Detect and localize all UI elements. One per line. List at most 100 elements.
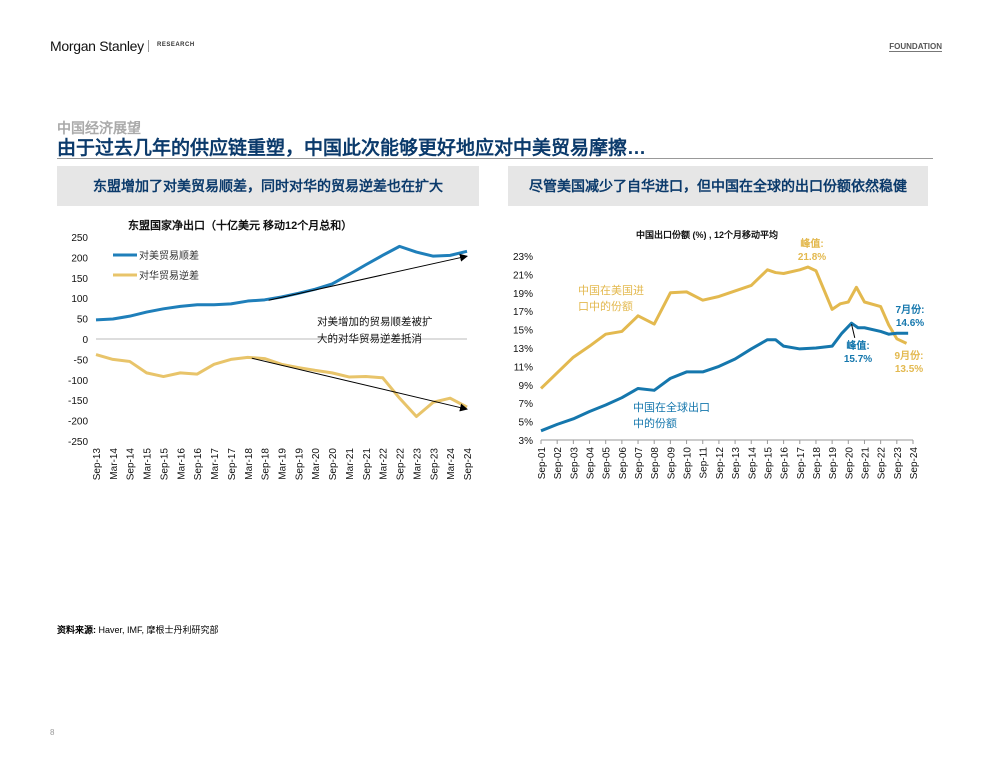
y-tick-label: 23% xyxy=(513,252,533,263)
trend-arrow xyxy=(268,253,468,301)
x-tick-label: Mar-22 xyxy=(379,448,390,480)
x-tick-label: Sep-01 xyxy=(537,447,548,480)
x-tick-label: Sep-24 xyxy=(909,447,920,480)
y-tick-label: -100 xyxy=(68,376,88,387)
x-tick-label: Mar-19 xyxy=(278,448,289,480)
x-tick-label: Sep-09 xyxy=(666,447,677,480)
y-tick-label: 50 xyxy=(77,315,89,326)
page-title: 由于过去几年的供应链重塑，中国此次能够更好地应对中美贸易摩擦… xyxy=(57,138,647,159)
y-tick-label: -150 xyxy=(68,396,88,407)
y-tick-label: 100 xyxy=(71,294,88,305)
logo-divider xyxy=(148,40,149,52)
y-tick-label: -250 xyxy=(68,437,88,448)
x-tick-label: Sep-13 xyxy=(731,447,742,480)
y-tick-label: 21% xyxy=(513,270,533,281)
x-tick-label: Sep-16 xyxy=(193,448,204,481)
x-tick-label: Sep-04 xyxy=(586,447,597,480)
x-tick-label: Sep-22 xyxy=(877,447,888,480)
x-tick-label: Sep-21 xyxy=(362,448,373,481)
y-tick-label: 200 xyxy=(71,253,88,264)
y-tick-label: 9% xyxy=(519,381,534,392)
y-tick-label: 11% xyxy=(514,362,533,373)
y-tick-label: -50 xyxy=(74,355,89,366)
x-tick-label: Mar-18 xyxy=(244,448,255,480)
left-banner: 东盟增加了对美贸易顺差，同时对华的贸易逆差也在扩大 xyxy=(57,166,479,206)
us-share-label: 中国在美国进 xyxy=(578,284,644,297)
chart-title: 东盟国家净出口（十亿美元 移动12个月总和） xyxy=(128,218,352,232)
x-tick-label: Sep-15 xyxy=(763,447,774,480)
x-tick-label: Mar-14 xyxy=(109,448,120,480)
x-tick-label: Sep-22 xyxy=(396,448,407,481)
x-tick-label: Sep-10 xyxy=(683,447,694,480)
x-tick-label: Sep-12 xyxy=(715,447,726,480)
september-value-label: 13.5% xyxy=(895,364,923,375)
x-tick-label: Mar-24 xyxy=(446,448,457,480)
x-tick-label: Mar-17 xyxy=(210,448,221,480)
chart-title: 中国出口份额 (%) , 12个月移动平均 xyxy=(636,229,778,240)
x-tick-label: Sep-14 xyxy=(747,447,758,480)
x-tick-label: Sep-20 xyxy=(844,447,855,480)
x-tick-label: Sep-16 xyxy=(780,447,791,480)
x-tick-label: Sep-05 xyxy=(602,447,613,480)
series-line-0 xyxy=(539,265,908,390)
foundation-label: FOUNDATION xyxy=(889,42,942,52)
source-note: 资料来源: Haver, IMF, 摩根士丹利研究部 xyxy=(57,623,219,636)
july-value-label: 7月份: xyxy=(896,303,925,316)
source-text: Haver, IMF, 摩根士丹利研究部 xyxy=(96,625,219,635)
research-label: RESEARCH xyxy=(157,42,195,48)
title-divider xyxy=(57,158,933,159)
x-tick-label: Sep-15 xyxy=(159,448,170,481)
morgan-stanley-logo: Morgan Stanley xyxy=(50,38,144,54)
x-tick-label: Sep-14 xyxy=(126,448,137,481)
us-share-label: 口中的份额 xyxy=(578,299,633,313)
peak-global-label: 峰值: xyxy=(846,339,869,352)
x-tick-label: Sep-18 xyxy=(812,447,823,480)
y-tick-label: 15% xyxy=(513,326,533,337)
x-tick-label: Sep-13 xyxy=(92,448,103,481)
y-tick-label: 19% xyxy=(513,289,533,300)
annotation-text: 大的对华贸易逆差抵消 xyxy=(317,332,422,345)
series-line-1 xyxy=(540,321,909,433)
x-tick-label: Sep-18 xyxy=(261,448,272,481)
x-tick-label: Sep-06 xyxy=(618,447,629,480)
x-tick-label: Sep-20 xyxy=(328,448,339,481)
x-tick-label: Sep-07 xyxy=(634,447,645,480)
y-tick-label: 17% xyxy=(513,307,533,318)
x-tick-label: Sep-03 xyxy=(569,447,580,480)
september-value-label: 9月份: xyxy=(895,349,924,362)
x-tick-label: Sep-24 xyxy=(463,448,474,481)
legend-label: 对美贸易顺差 xyxy=(139,249,199,262)
page-number: 8 xyxy=(50,728,55,737)
section-title: 中国经济展望 xyxy=(57,120,141,136)
x-tick-label: Sep-19 xyxy=(294,448,305,481)
x-tick-label: Sep-08 xyxy=(650,447,661,480)
global-share-label: 中的份额 xyxy=(633,416,677,430)
x-tick-label: Sep-23 xyxy=(893,447,904,480)
y-tick-label: 0 xyxy=(82,335,88,346)
trend-arrow xyxy=(251,357,468,412)
series-line-1 xyxy=(95,353,468,419)
y-tick-label: 13% xyxy=(513,344,533,355)
x-tick-label: Sep-17 xyxy=(227,448,238,481)
july-value-label: 14.6% xyxy=(896,318,924,329)
peak-us-label: 峰值: xyxy=(800,237,823,250)
y-tick-label: 5% xyxy=(519,418,534,429)
x-tick-label: Mar-20 xyxy=(311,448,322,480)
x-tick-label: Mar-21 xyxy=(345,448,356,480)
x-tick-label: Mar-15 xyxy=(143,448,154,480)
global-share-label: 中国在全球出口 xyxy=(633,400,710,414)
right-banner: 尽管美国减少了自华进口，但中国在全球的出口份额依然稳健 xyxy=(508,166,928,206)
y-tick-label: 250 xyxy=(71,233,88,244)
source-label: 资料来源: xyxy=(57,625,96,635)
y-tick-label: 3% xyxy=(519,436,534,447)
x-tick-label: Sep-23 xyxy=(429,448,440,481)
legend-label: 对华贸易逆差 xyxy=(139,269,199,282)
x-tick-label: Mar-16 xyxy=(176,448,187,480)
x-tick-label: Sep-02 xyxy=(553,447,564,480)
y-tick-label: -200 xyxy=(68,417,88,428)
peak-global-label: 15.7% xyxy=(844,354,872,365)
x-tick-label: Sep-21 xyxy=(860,447,871,480)
